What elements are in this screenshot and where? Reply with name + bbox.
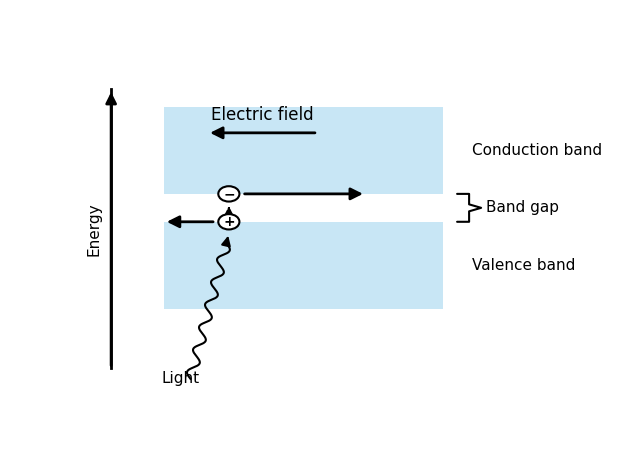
Circle shape bbox=[218, 186, 239, 202]
Text: Valence band: Valence band bbox=[471, 258, 575, 273]
Text: Conduction band: Conduction band bbox=[471, 143, 601, 158]
Text: Electric field: Electric field bbox=[211, 106, 314, 124]
Circle shape bbox=[218, 214, 239, 230]
Bar bbox=[164, 222, 443, 309]
Text: Energy: Energy bbox=[87, 202, 102, 255]
Text: Light: Light bbox=[162, 371, 200, 386]
Text: −: − bbox=[223, 187, 234, 201]
Text: +: + bbox=[223, 215, 234, 229]
Text: Band gap: Band gap bbox=[486, 200, 559, 215]
Bar bbox=[164, 107, 443, 194]
